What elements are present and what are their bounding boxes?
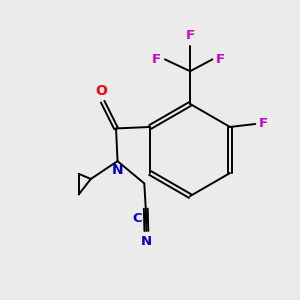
Text: F: F (259, 118, 268, 130)
Text: N: N (141, 236, 152, 248)
Text: C: C (132, 212, 142, 225)
Text: F: F (216, 53, 225, 66)
Text: F: F (152, 53, 161, 66)
Text: F: F (186, 29, 195, 42)
Text: N: N (112, 163, 123, 177)
Text: O: O (95, 83, 107, 98)
